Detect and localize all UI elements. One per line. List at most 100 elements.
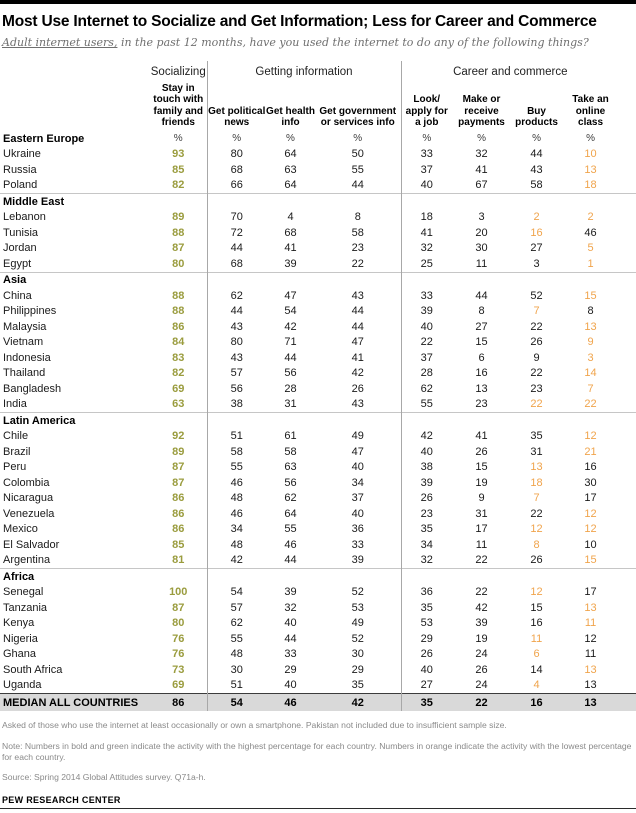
value-cell: 9 — [587, 336, 594, 349]
empty-cell — [562, 271, 636, 289]
country-name: Russia — [3, 163, 37, 176]
pew-research-center-branding: PEW RESEARCH CENTER — [2, 794, 121, 805]
value-cell: 43 — [206, 350, 266, 366]
empty-cell — [452, 271, 512, 289]
empty-cell — [315, 412, 402, 429]
country-name: Chile — [3, 430, 29, 443]
value-cell: 63 — [172, 398, 185, 411]
country-row: Chile 92 51 61 49 42 41 35 12 — [0, 428, 636, 445]
country-row: Uganda 69 51 40 35 27 24 4 13 — [0, 677, 636, 694]
value-cell: 28 — [400, 365, 453, 382]
value-cell: 50 — [351, 148, 364, 161]
value-cell: 47 — [351, 336, 364, 349]
column-payments: Make or receive payments — [458, 94, 505, 128]
empty-cell — [452, 412, 512, 429]
country-row: Indonesia 83 43 44 41 37 6 9 3 — [0, 350, 636, 366]
empty-cell — [452, 568, 512, 585]
value-cell: 68 — [284, 226, 297, 239]
value-cell: 38 — [400, 459, 453, 476]
footnote-note: Note: Numbers in bold and green indicate… — [2, 740, 632, 762]
column-stay-in-touch: Stay in touch with family and friends — [153, 83, 204, 128]
value-cell: 42 — [351, 367, 364, 380]
country-name: Senegal — [3, 586, 44, 599]
value-cell: 58 — [284, 445, 297, 458]
value-cell: 40 — [284, 679, 297, 692]
value-cell: 51 — [206, 677, 266, 694]
page-title: Most Use Internet to Socialize and Get I… — [2, 13, 597, 30]
country-name: El Salvador — [3, 538, 60, 551]
value-cell: 29 — [284, 663, 297, 676]
value-cell: 44 — [351, 179, 364, 192]
empty-cell — [511, 271, 563, 289]
value-cell: 44 — [351, 320, 364, 333]
empty-cell — [206, 412, 266, 429]
empty-cell — [400, 193, 453, 210]
value-cell: 23 — [475, 398, 488, 411]
value-cell: 69 — [172, 382, 185, 395]
country-row: India 63 38 31 43 55 23 22 22 — [0, 396, 636, 413]
country-row: El Salvador 85 48 46 33 34 11 8 10 — [0, 537, 636, 553]
value-cell: 43 — [530, 163, 543, 176]
value-cell: 83 — [172, 351, 185, 364]
empty-cell — [206, 271, 266, 289]
value-cell: 89 — [172, 445, 185, 458]
value-cell: 36 — [351, 523, 364, 536]
value-cell: 8 — [478, 305, 485, 318]
value-cell: 49 — [351, 430, 364, 443]
value-cell: 32 — [400, 240, 453, 257]
median-value-cell: 86 — [150, 693, 207, 712]
value-cell: 55 — [400, 396, 453, 413]
country-name: India — [3, 398, 27, 411]
median-value-cell: 35 — [400, 693, 453, 712]
median-value-cell: 16 — [511, 693, 563, 712]
value-cell: 62 — [284, 492, 297, 505]
value-cell: 9 — [533, 351, 540, 364]
empty-cell — [266, 271, 315, 289]
value-cell: 58 — [530, 179, 543, 192]
value-cell: 34 — [400, 537, 453, 553]
value-cell: 46 — [584, 226, 597, 239]
value-cell: 30 — [475, 242, 488, 255]
column-government-info: Get government or services info — [319, 105, 397, 128]
value-cell: 41 — [400, 225, 453, 241]
country-name: Vietnam — [3, 336, 44, 349]
value-cell: 15 — [475, 461, 488, 474]
value-cell: 35 — [530, 430, 543, 443]
empty-cell — [315, 193, 402, 210]
empty-cell — [452, 193, 512, 210]
empty-cell — [400, 568, 453, 585]
value-cell: 42 — [475, 601, 488, 614]
value-cell: 32 — [400, 552, 453, 569]
value-cell: 55 — [284, 523, 297, 536]
value-cell: 34 — [206, 521, 266, 538]
value-cell: 41 — [351, 351, 364, 364]
value-cell: 40 — [400, 444, 453, 460]
median-row: MEDIAN ALL COUNTRIES 86 54 46 42 35 22 16 13 — [0, 693, 636, 712]
value-cell: 32 — [284, 601, 297, 614]
group-header-row: Socializing Getting information Career a… — [0, 61, 636, 83]
footnote-ask: Asked of those who use the internet at l… — [2, 720, 507, 731]
value-cell: 42 — [284, 320, 297, 333]
country-name: Jordan — [3, 242, 37, 255]
value-cell: 22 — [351, 257, 364, 270]
value-cell: 22 — [530, 320, 543, 333]
column-political-news: Get political news — [206, 83, 266, 132]
value-cell: 3 — [478, 211, 485, 224]
value-cell: 24 — [475, 648, 488, 661]
column-job: Look/ apply for a job — [400, 83, 453, 132]
value-cell: 20 — [475, 226, 488, 239]
value-cell: 21 — [584, 445, 597, 458]
country-row: Philippines 88 44 54 44 39 8 7 8 — [0, 303, 636, 320]
country-name: Peru — [3, 461, 27, 474]
value-cell: 85 — [172, 538, 185, 551]
value-cell: 13 — [584, 320, 597, 333]
value-cell: 87 — [172, 242, 185, 255]
value-cell: 28 — [284, 382, 297, 395]
value-cell: 17 — [584, 586, 597, 599]
value-cell: 40 — [351, 507, 364, 520]
value-cell: 48 — [206, 537, 266, 553]
median-value-cell: 54 — [206, 693, 266, 712]
value-cell: 88 — [172, 305, 185, 318]
value-cell: 41 — [475, 163, 488, 176]
median-value-cell: 13 — [562, 693, 636, 712]
